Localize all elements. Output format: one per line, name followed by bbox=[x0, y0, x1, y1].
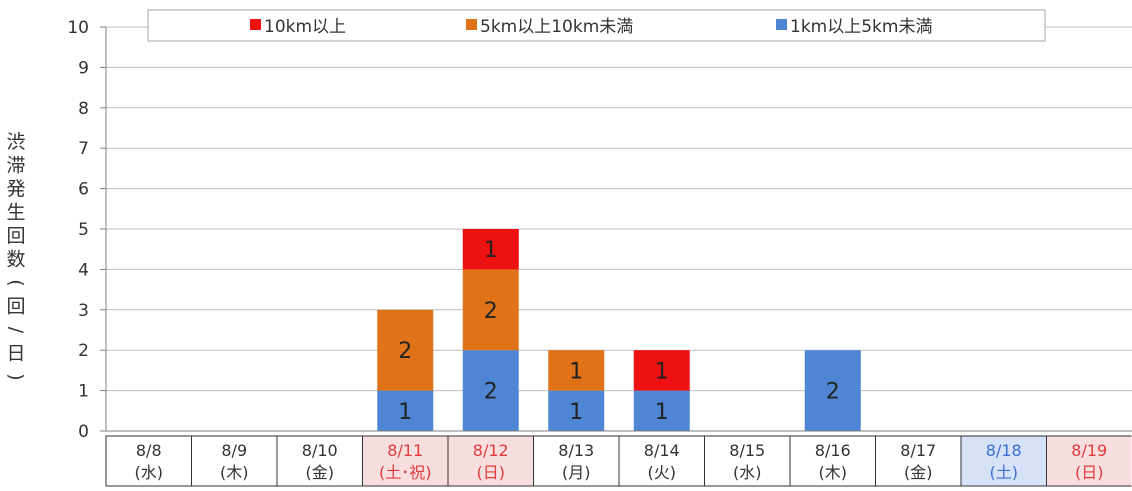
category-cell-bg bbox=[705, 436, 790, 486]
category-cell-bg bbox=[790, 436, 875, 486]
bar-data-label: 1 bbox=[655, 359, 669, 384]
category-cell-bg bbox=[961, 436, 1046, 486]
category-date-label: 8/17 bbox=[900, 441, 936, 460]
y-tick-label: 8 bbox=[78, 99, 89, 119]
legend: 10km以上 5km以上10km未満 1km以上5km未満 bbox=[147, 9, 1046, 42]
y-axis-title-char: 回 bbox=[6, 225, 25, 247]
category-date-label: 8/18 bbox=[986, 441, 1022, 460]
bar-data-label: 2 bbox=[484, 299, 498, 324]
y-axis-title-char: / bbox=[5, 327, 27, 334]
legend-label: 1km以上5km未満 bbox=[790, 17, 932, 37]
y-axis-title-char: 回 bbox=[6, 296, 25, 318]
category-weekday-label: (月) bbox=[562, 463, 591, 482]
y-axis-title-char: 発 bbox=[6, 178, 25, 200]
category-date-label: 8/11 bbox=[387, 441, 423, 460]
bar-segment bbox=[377, 390, 434, 431]
category-cell-bg bbox=[106, 436, 191, 486]
category-weekday-label: (金) bbox=[306, 463, 335, 482]
category-weekday-label: (土) bbox=[990, 463, 1019, 482]
bar-segment bbox=[633, 350, 690, 391]
y-axis-title-char: 滞 bbox=[6, 155, 25, 177]
category-weekday-label: (水) bbox=[733, 463, 762, 482]
bar-data-label: 1 bbox=[484, 238, 498, 263]
y-tick-label: 0 bbox=[78, 422, 89, 442]
category-date-label: 8/8 bbox=[136, 441, 162, 460]
bar-data-label: 2 bbox=[484, 380, 498, 405]
y-axis-title-char: 生 bbox=[6, 202, 25, 224]
category-table: 8/8 (水) 8/9 (木) 8/10 (金) 8/11 (土･祝) 8/12 (日) 8/13 (… bbox=[105, 435, 1132, 487]
bar-data-label: 1 bbox=[655, 400, 669, 425]
y-axis-title-char: ) bbox=[5, 373, 27, 380]
category-date-label: 8/12 bbox=[473, 441, 509, 460]
legend-swatch bbox=[250, 19, 261, 30]
bar-data-label: 1 bbox=[398, 400, 412, 425]
category-cell-bg bbox=[448, 436, 533, 486]
category-cell-bg bbox=[619, 436, 704, 486]
y-tick-label: 9 bbox=[78, 58, 89, 78]
bar-data-label: 2 bbox=[398, 339, 412, 364]
bar-segment bbox=[804, 350, 861, 431]
bar-segment bbox=[548, 350, 605, 391]
legend-swatch bbox=[776, 19, 787, 30]
category-weekday-label: (木) bbox=[220, 463, 249, 482]
legend-label: 5km以上10km未満 bbox=[480, 17, 633, 37]
y-axis-title-char: 日 bbox=[6, 343, 25, 365]
category-date-label: 8/14 bbox=[644, 441, 680, 460]
y-tick-label: 3 bbox=[78, 301, 89, 321]
y-tick-label: 10 bbox=[67, 18, 89, 38]
gridlines bbox=[106, 26, 1132, 392]
category-cell-bg bbox=[277, 436, 362, 486]
category-date-label: 8/10 bbox=[302, 441, 338, 460]
y-tick-label: 5 bbox=[78, 220, 89, 240]
y-axis: 0 1 2 3 4 5 6 7 8 9 10 bbox=[67, 18, 1132, 442]
bars: 1 2 2 2 1 1 1 1 1 2 bbox=[377, 229, 861, 431]
category-date-label: 8/9 bbox=[221, 441, 247, 460]
category-cell-bg bbox=[192, 436, 277, 486]
category-date-label: 8/15 bbox=[729, 441, 765, 460]
category-date-label: 8/13 bbox=[558, 441, 594, 460]
bar-data-label: 2 bbox=[826, 380, 840, 405]
category-cell-bg bbox=[876, 436, 961, 486]
y-axis-title-char: 渋 bbox=[6, 131, 25, 153]
category-weekday-label: (木) bbox=[819, 463, 848, 482]
bar-segment bbox=[377, 309, 434, 391]
legend-box bbox=[147, 9, 1046, 42]
y-tick-label: 1 bbox=[78, 382, 89, 402]
bar-segment bbox=[633, 390, 690, 431]
category-weekday-label: (土･祝) bbox=[379, 463, 432, 482]
category-weekday-label: (火) bbox=[648, 463, 677, 482]
category-date-label: 8/16 bbox=[815, 441, 851, 460]
category-cell-bg bbox=[1047, 436, 1132, 486]
y-tick-label: 4 bbox=[78, 260, 89, 280]
y-tick-label: 6 bbox=[78, 180, 89, 200]
bar-segment bbox=[462, 229, 519, 270]
bar-data-label: 1 bbox=[569, 359, 583, 384]
bar-segment bbox=[462, 350, 519, 431]
category-cell-bg bbox=[534, 436, 619, 486]
y-tick-label: 7 bbox=[78, 139, 89, 159]
y-axis-title-char: ( bbox=[5, 279, 27, 286]
category-cell-bg bbox=[363, 436, 448, 486]
category-weekday-label: (日) bbox=[1075, 463, 1104, 482]
category-weekday-label: (水) bbox=[135, 463, 164, 482]
category-date-label: 8/19 bbox=[1071, 441, 1107, 460]
y-axis-title-char: 数 bbox=[6, 249, 25, 271]
legend-label: 10km以上 bbox=[264, 17, 346, 37]
legend-swatch bbox=[466, 19, 477, 30]
bar-segment bbox=[462, 269, 519, 351]
bar-data-label: 1 bbox=[569, 400, 583, 425]
y-tick-label: 2 bbox=[78, 341, 89, 361]
category-weekday-label: (金) bbox=[904, 463, 933, 482]
bar-segment bbox=[548, 390, 605, 431]
category-weekday-label: (日) bbox=[477, 463, 506, 482]
